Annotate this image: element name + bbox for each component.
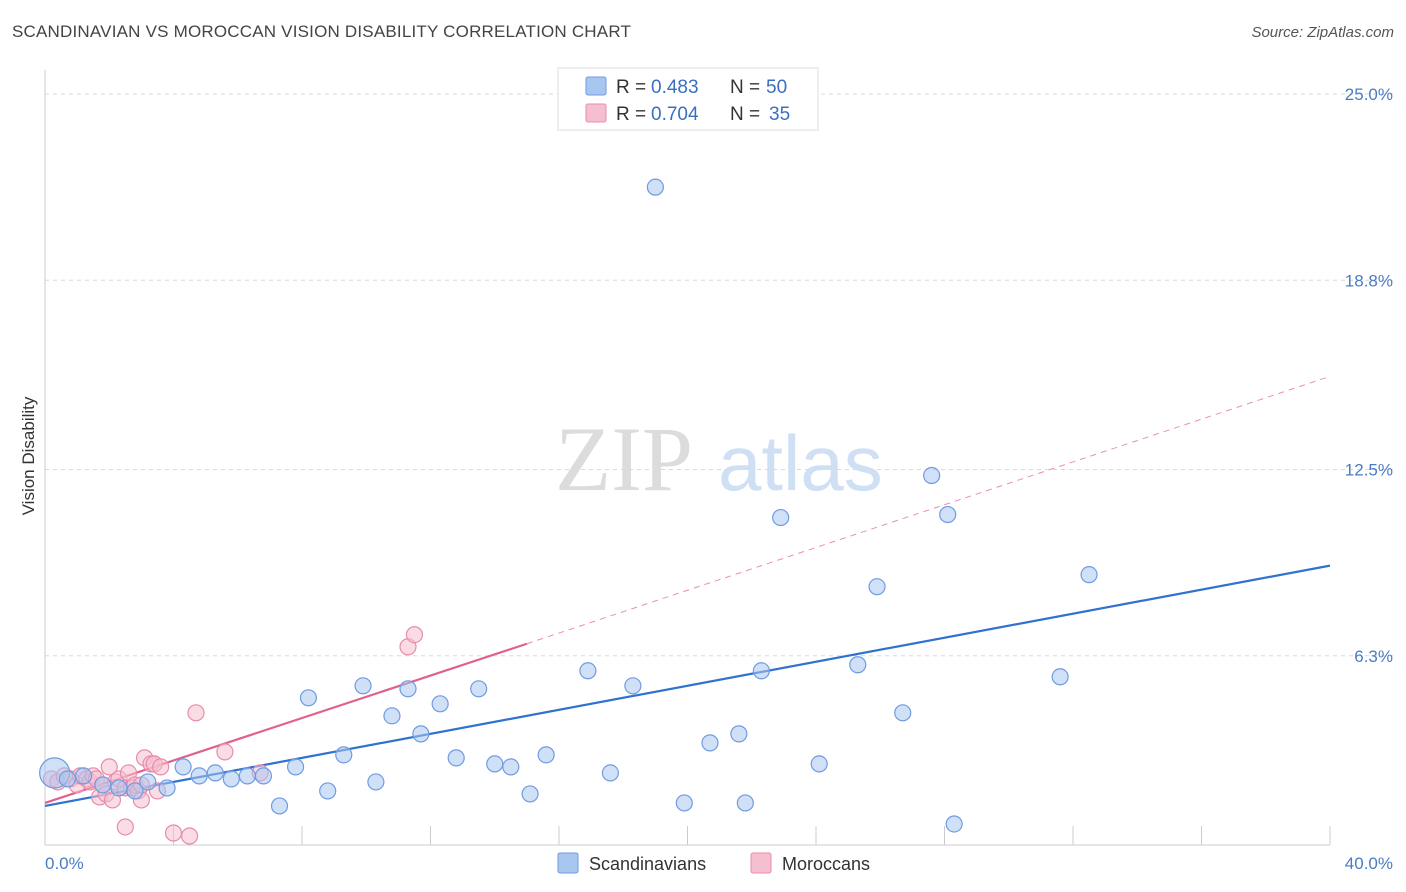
scandinavians-point	[319, 782, 337, 800]
scandinavians-point	[174, 758, 192, 776]
moroccans-point	[187, 704, 205, 722]
scandinavians-point	[675, 794, 693, 812]
x-axis-ticks	[44, 826, 1331, 845]
scandinavians-point	[810, 755, 828, 773]
scandinavians-point	[254, 767, 273, 785]
scandinavians-point	[58, 770, 77, 788]
moroccans-point	[164, 824, 183, 842]
scandinavians-point	[139, 773, 157, 791]
scandinavians-point	[945, 815, 963, 833]
y-axis-title: Vision Disability	[19, 396, 38, 515]
scandinavians-point	[222, 770, 240, 788]
legend-r-label-1: R =	[616, 77, 646, 98]
scandinavians-point	[367, 773, 385, 791]
scandinavians-point	[736, 794, 754, 812]
watermark-atlas: atlas	[718, 419, 883, 507]
scandinavians-points	[39, 178, 1098, 833]
scandinavians-point	[431, 695, 449, 713]
moroccans-point	[100, 758, 118, 776]
scandinavians-point	[772, 508, 790, 527]
scandinavians-point	[190, 767, 208, 785]
scandinavians-point	[646, 178, 664, 196]
scandinavians-point	[335, 746, 353, 764]
x-tick-label-min: 0.0%	[45, 854, 84, 873]
y-tick-label: 6.3%	[1354, 647, 1393, 666]
scandinavians-point	[447, 749, 465, 767]
moroccans-point	[216, 743, 234, 761]
scandinavians-point	[286, 758, 305, 776]
scandinavians-point	[299, 689, 318, 707]
watermark-zip: ZIP	[555, 408, 693, 510]
scandinavians-point	[730, 725, 748, 743]
scandinavians-point	[238, 767, 256, 785]
scandinavians-point	[126, 782, 144, 800]
scandinavians-point	[601, 764, 620, 782]
scandinavians-point	[470, 680, 488, 698]
top-legend: R = 0.483 N = 50 R = 0.704 N = 35	[557, 67, 819, 131]
moroccans-point	[152, 758, 170, 776]
y-tick-label: 25.0%	[1345, 85, 1393, 104]
scandinavians-point	[270, 797, 289, 815]
source-label: Source: ZipAtlas.com	[1251, 24, 1394, 41]
bottom-legend-swatch-scandinavians	[557, 852, 579, 874]
scandinavians-point	[1051, 668, 1069, 686]
scandinavians-trend-line	[44, 564, 1331, 808]
bottom-legend-swatch-moroccans	[750, 852, 772, 874]
moroccans-point	[405, 626, 424, 644]
scandinavians-point	[923, 466, 941, 485]
legend-n-label-2: N =	[730, 104, 760, 125]
legend-r-label-2: R =	[616, 104, 646, 125]
scandinavians-point	[868, 578, 886, 596]
scandinavians-point	[521, 785, 539, 803]
scandinavians-point	[486, 755, 504, 773]
chart-title: SCANDINAVIAN VS MOROCCAN VISION DISABILI…	[12, 22, 632, 41]
moroccans-point	[180, 827, 199, 845]
scandinavians-point	[158, 779, 176, 797]
moroccans-point	[116, 818, 134, 836]
scandinavians-point	[412, 725, 430, 743]
scandinavians-point	[94, 776, 112, 794]
scandinavians-point	[849, 656, 867, 674]
legend-n-value-1: 50	[766, 77, 787, 98]
scandinavians-point	[502, 758, 520, 776]
legend-r-value-1: 0.483	[651, 77, 699, 98]
scandinavians-point	[354, 677, 372, 695]
x-tick-label-max: 40.0%	[1345, 854, 1393, 873]
scandinavians-point	[399, 680, 417, 698]
scandinavians-point	[1080, 566, 1098, 584]
legend-r-value-2: 0.704	[651, 104, 699, 125]
scandinavians-point	[74, 767, 93, 785]
scandinavians-point	[206, 764, 224, 782]
y-axis-labels: 6.3% 12.5% 18.8% 25.0%	[1345, 85, 1393, 666]
scandinavians-point	[537, 746, 555, 764]
y-tick-label: 12.5%	[1345, 461, 1393, 480]
y-tick-label: 18.8%	[1345, 271, 1393, 290]
bottom-legend-label-moroccans: Moroccans	[782, 854, 870, 874]
bottom-legend: Scandinavians Moroccans	[557, 852, 870, 874]
scandinavians-point	[752, 662, 770, 680]
bottom-legend-label-scandinavians: Scandinavians	[589, 854, 706, 874]
scandinavians-point	[383, 707, 401, 725]
legend-n-value-2: 35	[769, 104, 790, 125]
moroccans-trend-extension	[526, 375, 1331, 645]
legend-swatch-moroccans	[585, 103, 607, 123]
moroccans-points	[42, 626, 424, 845]
legend-n-label-1: N =	[730, 77, 760, 98]
legend-swatch-scandinavians	[585, 76, 607, 96]
scandinavians-point	[701, 734, 719, 752]
scandinavians-point	[939, 505, 957, 524]
scandinavians-point	[624, 677, 642, 695]
scandinavians-point	[579, 662, 597, 680]
scandinavians-point	[110, 779, 128, 797]
scandinavians-point	[894, 704, 912, 722]
